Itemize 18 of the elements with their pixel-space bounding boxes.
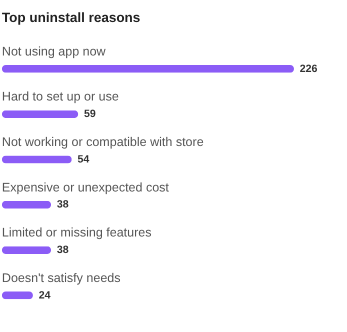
bar: [2, 110, 78, 118]
y-tick-label: Doesn't satisfy needs: [2, 270, 121, 285]
y-tick-label: Not using app now: [2, 44, 107, 58]
data-label: 226: [300, 62, 318, 75]
y-tick-label: Not working or compatible with store: [2, 134, 204, 149]
data-label: 59: [84, 108, 96, 120]
y-tick-label: Limited or missing features: [2, 226, 152, 240]
data-label: 38: [56, 244, 69, 256]
data-label: 24: [38, 289, 51, 302]
bar: [2, 65, 294, 73]
bar: [2, 292, 33, 300]
text: Top uninstall reasons: [2, 10, 140, 26]
bar: [2, 200, 52, 209]
data-label: 38: [56, 198, 69, 211]
data-label: 54: [77, 153, 90, 166]
y-tick-label: Hard to set up or use: [2, 90, 119, 104]
y-tick-label: Expensive or unexpected cost: [2, 180, 170, 194]
bar: [2, 246, 52, 254]
